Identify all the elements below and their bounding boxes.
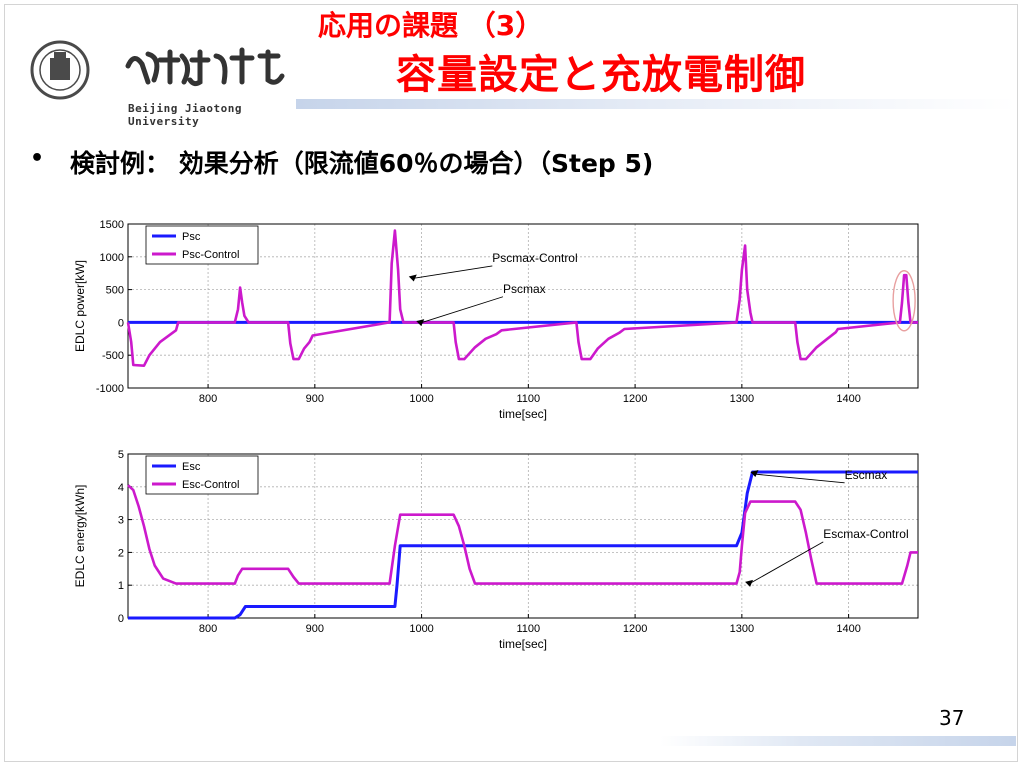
x-tick-label: 800 (199, 623, 217, 635)
y-tick-label: 2 (118, 547, 124, 559)
x-tick-label: 900 (306, 623, 324, 635)
y-tick-label: 1500 (100, 219, 124, 231)
x-tick-label: 1400 (836, 623, 860, 635)
x-tick-label: 1200 (623, 623, 647, 635)
x-tick-label: 1100 (517, 623, 541, 635)
y-tick-label: 4 (118, 482, 124, 494)
y-tick-label: 1 (118, 580, 124, 592)
plot-area (128, 454, 918, 618)
annotation-label: Escmax-Control (823, 527, 908, 541)
annotation-label: Pscmax-Control (492, 251, 577, 265)
x-tick-label: 900 (306, 393, 324, 405)
legend: Psc Psc-Control (145, 225, 259, 265)
x-tick-label: 1000 (409, 623, 433, 635)
annotation-arrow (420, 296, 504, 324)
slide-border (4, 4, 1018, 762)
annotation-arrowhead (745, 579, 754, 587)
annotation-arrow (754, 473, 845, 484)
x-axis-label: time[sec] (499, 637, 547, 651)
plot-frame (127, 453, 919, 619)
annotation-arrowhead (750, 470, 759, 478)
plot-area (128, 224, 918, 388)
y-tick-label: 500 (106, 285, 124, 297)
energy-chart: 800 900 1000 1100 1200 1300 1400 0 1 2 3 4 5 time[sec… (73, 449, 919, 651)
annotation-arrow (412, 265, 493, 279)
y-tick-label: 5 (118, 449, 124, 461)
header-divider (296, 99, 1016, 109)
y-tick-label: 1000 (100, 252, 124, 264)
slide-title: 容量設定と充放電制御 (396, 52, 806, 98)
legend-label: Esc (182, 461, 201, 473)
y-axis-label: EDLC energy[kWh] (73, 485, 87, 588)
legend-label: Esc-Control (182, 479, 239, 491)
annotation-arrow (748, 541, 824, 585)
y-tick-label: 3 (118, 515, 124, 527)
y-tick-label: -500 (102, 350, 124, 362)
plot-frame (127, 223, 919, 389)
x-tick-label: 1400 (836, 393, 860, 405)
legend-box (145, 455, 259, 495)
highlight-ellipse (892, 270, 916, 332)
annotation-label: Escmax (845, 468, 888, 482)
footer-divider (660, 736, 1016, 746)
legend-label: Psc-Control (182, 249, 239, 261)
legend-box (145, 225, 259, 265)
x-tick-label: 1300 (730, 623, 754, 635)
y-tick-label: -1000 (96, 383, 124, 395)
x-tick-label: 1200 (623, 393, 647, 405)
bullet-marker: • (30, 146, 45, 171)
series-line-psc-control (126, 229, 918, 367)
university-logo: Beijing Jiaotong University (20, 40, 300, 128)
y-tick-label: 0 (118, 613, 124, 625)
power-chart: 800 900 1000 1100 1200 1300 1400 -1000 -500 0 500 1… (73, 219, 919, 421)
x-axis-label: time[sec] (499, 407, 547, 421)
page-number: 37 (939, 706, 965, 730)
x-tick-label: 1300 (730, 393, 754, 405)
legend: Esc Esc-Control (145, 455, 259, 495)
slide-title-topic: 応用の課題 （3） (318, 9, 544, 42)
x-tick-label: 1100 (517, 393, 541, 405)
beijing-jiaotong-university-logo-icon (30, 40, 285, 100)
x-tick-label: 1000 (409, 393, 433, 405)
series-line-esc (128, 470, 918, 620)
bullet-text: 検討例： 効果分析（限流値60％の場合）（Step 5) (70, 149, 654, 178)
y-axis-label: EDLC power[kW] (73, 260, 87, 352)
university-name-en: Beijing Jiaotong University (128, 102, 242, 128)
annotation-arrowhead (416, 319, 425, 327)
annotation-label: Pscmax (503, 282, 546, 296)
y-tick-label: 0 (118, 317, 124, 329)
x-tick-label: 800 (199, 393, 217, 405)
annotation-arrowhead (408, 274, 417, 282)
legend-label: Psc (182, 231, 201, 243)
series-line-esc-control (127, 484, 918, 585)
